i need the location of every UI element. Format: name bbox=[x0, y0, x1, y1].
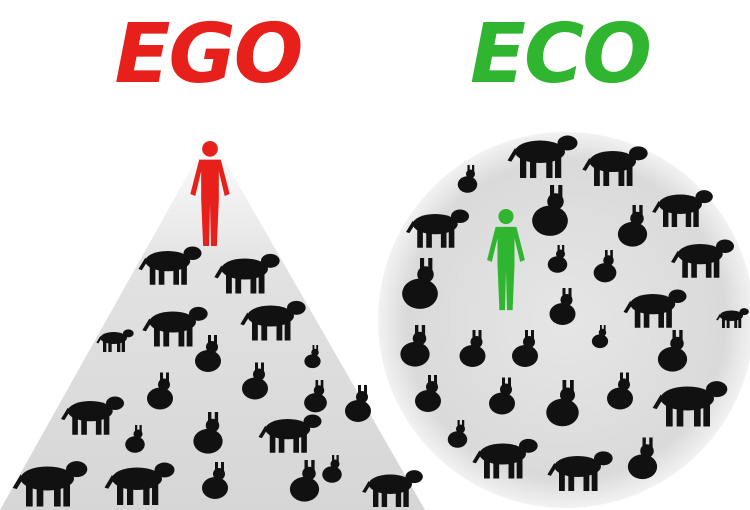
ego-title: EGO bbox=[114, 7, 301, 102]
eco-title: ECO bbox=[470, 7, 650, 102]
page: EGO ECO bbox=[0, 0, 750, 510]
illustration: EGO ECO bbox=[0, 0, 750, 510]
